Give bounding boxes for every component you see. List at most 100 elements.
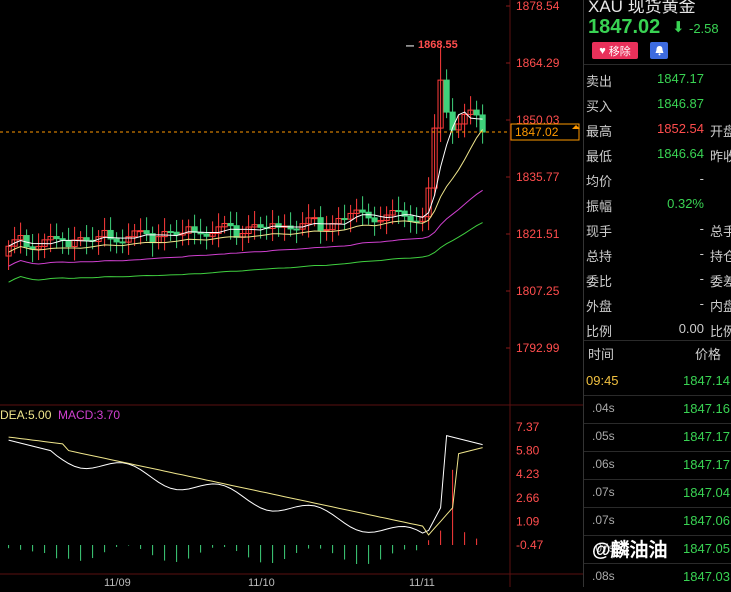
- quote-row-label: 最高: [586, 124, 613, 139]
- tick-row[interactable]: .07s 1847.04: [584, 481, 731, 509]
- candle: [455, 123, 462, 131]
- tick-price: 1847.05: [683, 541, 730, 556]
- tick-row[interactable]: .04s 1847.16: [584, 397, 731, 425]
- tick-row[interactable]: .05s 1847.17: [584, 425, 731, 453]
- quote-row-label: 总持: [586, 249, 613, 264]
- quote-row-label: 卖出: [586, 74, 613, 89]
- price-axis-label: 1878.54: [516, 0, 560, 13]
- remove-watchlist-button[interactable]: ♥ 移除: [592, 42, 638, 59]
- candle: [131, 230, 138, 238]
- quote-row-label-2: 内盘: [710, 299, 731, 314]
- candle: [443, 79, 450, 113]
- candle: [353, 209, 360, 214]
- candle: [287, 225, 294, 230]
- tick-row[interactable]: .07s 1847.06: [584, 509, 731, 537]
- dea-label: DEA:5.00: [0, 408, 52, 422]
- candle: [11, 239, 18, 247]
- tick-row[interactable]: .06s 1847.17: [584, 453, 731, 481]
- quote-row-label: 振幅: [586, 199, 613, 214]
- quote-row-value: -: [699, 271, 704, 286]
- macd-axis-label: 2.66: [516, 491, 540, 505]
- candle: [461, 113, 468, 125]
- candle: [293, 228, 300, 231]
- candle: [413, 220, 420, 223]
- quote-row: 振幅 0.32%: [584, 192, 731, 217]
- candle: [431, 127, 438, 189]
- divider: [584, 535, 731, 536]
- quote-row-label-2: 总手: [710, 224, 731, 239]
- candle: [161, 231, 168, 238]
- down-arrow-icon: ⬇: [672, 19, 685, 36]
- divider: [584, 395, 731, 396]
- candle: [221, 223, 228, 228]
- moving-average-line: [8, 189, 483, 267]
- alert-button[interactable]: [650, 42, 668, 59]
- price-change: -2.58: [689, 21, 719, 36]
- candle: [173, 231, 180, 236]
- remove-label: 移除: [608, 45, 631, 58]
- candle: [107, 229, 114, 240]
- macd-label: MACD:3.70: [58, 408, 120, 422]
- divider: [584, 479, 731, 480]
- candle: [389, 210, 396, 216]
- kline-chart[interactable]: 1878.54 1864.29 1850.03 1835.77 1821.51 1807.…: [0, 0, 583, 589]
- candle: [65, 240, 72, 248]
- tick-price: 1847.06: [683, 513, 730, 528]
- divider: [584, 423, 731, 424]
- tick-price: 1847.04: [683, 485, 730, 500]
- candle: [53, 236, 60, 240]
- quote-row-label: 均价: [586, 174, 613, 189]
- candle: [137, 230, 144, 233]
- quote-row-label-2: 昨收: [710, 149, 731, 164]
- candle: [125, 236, 132, 243]
- price-axis-label: 1807.25: [516, 284, 560, 298]
- quote-row-label: 比例: [586, 324, 613, 339]
- current-price-label: 1847.02: [515, 125, 559, 139]
- quote-row-value: 1846.64: [657, 146, 704, 161]
- price-axis-label: 1864.29: [516, 56, 560, 70]
- moving-average-line: [8, 129, 484, 253]
- candle: [377, 219, 384, 223]
- candle: [407, 215, 414, 222]
- price-axis-label: 1850.03: [516, 113, 560, 127]
- instrument-title: XAU 现货黄金: [588, 0, 696, 16]
- quote-row: 现手 -总手: [584, 217, 731, 242]
- quote-row: 最高 1852.54 开盘: [584, 117, 731, 142]
- candle: [47, 236, 54, 241]
- quote-row-label: 外盘: [586, 299, 613, 314]
- tick-row[interactable]: .08s 1847.03: [584, 565, 731, 587]
- last-price: 1847.02: [588, 16, 661, 38]
- candle: [401, 210, 408, 217]
- candle: [473, 109, 480, 116]
- candle: [203, 233, 210, 237]
- macd-axis-label: 5.80: [516, 444, 540, 458]
- candle: [35, 245, 42, 250]
- tick-price: 1847.03: [683, 569, 730, 584]
- kline-chart-svg[interactable]: 1878.54 1864.29 1850.03 1835.77 1821.51 1807.…: [0, 0, 583, 589]
- candle: [119, 241, 126, 244]
- macd-axis-label: -0.47: [516, 538, 544, 552]
- tick-price: 1847.16: [683, 401, 730, 416]
- moving-average-line: [8, 222, 483, 283]
- tick-row[interactable]: .07s 1847.05: [584, 537, 731, 565]
- candle: [257, 224, 264, 228]
- tick-price: 1847.17: [683, 457, 730, 472]
- candle: [251, 224, 258, 228]
- quote-row-label-2: 比例: [710, 324, 731, 339]
- candle: [305, 217, 312, 225]
- date-label: 11/11: [409, 577, 435, 587]
- candle: [209, 232, 216, 237]
- divider: [584, 340, 731, 341]
- candle: [233, 225, 240, 238]
- quote-row-label: 最低: [586, 149, 613, 164]
- tick-time: .06s: [592, 457, 615, 471]
- quote-row-label-2: 委差: [710, 274, 731, 289]
- candle: [17, 235, 24, 241]
- macd-axis-label: 4.23: [516, 467, 540, 481]
- date-label: 11/09: [104, 577, 131, 587]
- quote-row: 外盘 -内盘: [584, 292, 731, 317]
- quote-row-value: 1847.17: [657, 71, 704, 86]
- tick-row[interactable]: 09:45 1847.14: [584, 369, 731, 397]
- current-price-marker: [572, 125, 580, 130]
- quote-row: 总持 -持仓: [584, 242, 731, 267]
